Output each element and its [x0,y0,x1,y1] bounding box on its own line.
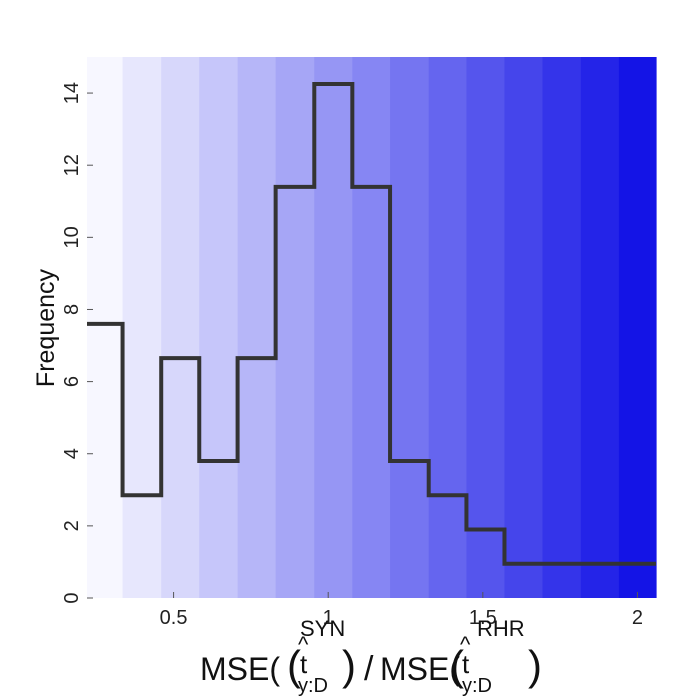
x-tick-label: 2 [632,607,643,629]
axis-ticks [87,92,638,599]
svg-text:SYN: SYN [300,616,345,641]
x-tick-label: 1 [323,607,334,629]
background-band [390,57,430,598]
x-tick-label: 1.5 [469,607,497,629]
svg-text:): ) [528,642,542,689]
background-band [352,57,391,598]
svg-text:^: ^ [298,632,309,657]
background-band [542,57,582,598]
svg-text:/: / [364,650,374,688]
background-band [199,57,239,598]
y-tick-labels: 0 2 4 6 8 10 12 14 [61,82,83,604]
svg-text:t: t [300,649,308,679]
y-tick-label: 14 [61,82,83,104]
background-band [618,57,657,598]
svg-text:y:D: y:D [298,675,328,697]
svg-text:^: ^ [460,632,471,657]
svg-text:(: ( [287,642,301,689]
background-band [87,57,124,598]
x-tick-labels: 0.5 1 1.5 2 [160,607,643,629]
background-band [122,57,162,598]
y-tick-label: 6 [61,376,83,387]
background-band [504,57,544,598]
svg-text:RHR: RHR [477,616,525,641]
background-band [466,57,506,598]
background-band [237,57,277,598]
x-tick-label: 0.5 [160,607,188,629]
y-tick-label: 0 [61,592,83,603]
background-band [428,57,468,598]
y-tick-label: 4 [61,448,83,459]
background-band [314,57,353,598]
svg-text:(: ( [450,642,464,689]
y-tick-label: 8 [61,304,83,315]
frequency-stairs-line [87,82,656,566]
y-tick-label: 12 [61,154,83,176]
background-band [580,57,620,598]
svg-text:): ) [342,642,356,689]
y-axis-label: Frequency [32,268,60,387]
y-tick-label: 10 [61,226,83,248]
background-band [275,57,315,598]
background-band [161,57,200,598]
svg-text:MSE(: MSE( [200,651,280,687]
y-tick-label: 2 [61,520,83,531]
svg-text:MSE(: MSE( [380,651,460,687]
svg-text:y:D: y:D [462,675,492,697]
svg-text:t: t [462,649,470,679]
x-axis-label: MSE( ( ^ t SYN y:D ) / MSE( ( ^ t RHR y:… [200,616,542,697]
background-bands [87,57,657,598]
